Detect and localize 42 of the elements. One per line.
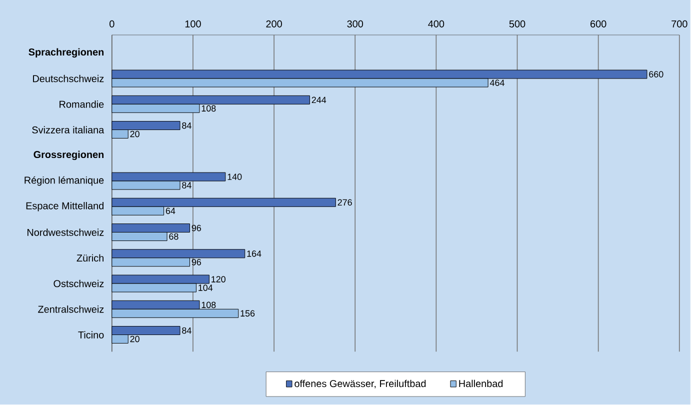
y-tick-label: Deutschschweiz	[33, 75, 104, 82]
data-label: 108	[202, 105, 216, 112]
y-tick-label: Svizzera italiana	[32, 126, 104, 134]
x-tick-label: 500	[509, 20, 526, 28]
legend-label: offenes Gewässer, Freiluftbad	[294, 380, 426, 388]
x-tick-label: 300	[347, 20, 364, 28]
y-tick-label: Zentralschweiz	[38, 306, 104, 313]
y-tick-label: Zürich	[76, 254, 104, 262]
data-label: 20	[130, 131, 140, 138]
y-tick-label: Espace Mittelland	[26, 202, 104, 212]
data-label: 464	[490, 80, 504, 86]
x-tick-label: 100	[185, 20, 201, 28]
data-label: 20	[130, 336, 140, 342]
data-label: 140	[228, 174, 242, 180]
data-label: 108	[202, 302, 216, 308]
y-tick-label: Ostschweiz	[54, 280, 104, 288]
data-label: 84	[182, 182, 192, 189]
data-label: 96	[192, 225, 201, 232]
data-label: 164	[247, 250, 262, 258]
x-tick-label: 700	[672, 20, 688, 28]
y-tick-label: Romandie	[60, 100, 104, 108]
y-tick-label: Nordwestschweiz	[28, 228, 104, 236]
data-label: 84	[182, 122, 192, 129]
data-label: 156	[240, 310, 255, 317]
data-label: 104	[198, 284, 213, 292]
data-label: 120	[212, 276, 226, 283]
data-label: 84	[182, 328, 192, 334]
x-tick-label: 0	[110, 20, 114, 28]
data-label: 276	[338, 199, 352, 206]
data-label: 660	[649, 71, 664, 78]
data-label: 68	[169, 234, 178, 240]
data-label: 96	[192, 259, 201, 266]
data-label: 64	[166, 208, 176, 214]
legend-label: Hallenbad	[459, 380, 503, 388]
y-tick-label: Région lémanique	[24, 176, 104, 186]
x-tick-label: 400	[428, 20, 444, 28]
data-label: 244	[312, 96, 326, 104]
x-tick-label: 600	[590, 20, 606, 28]
x-tick-label: 200	[266, 20, 282, 28]
y-tick-label: Sprachregionen	[28, 48, 104, 58]
y-tick-label: Grossregionen	[34, 150, 104, 160]
y-tick-label: Ticino	[78, 331, 104, 339]
